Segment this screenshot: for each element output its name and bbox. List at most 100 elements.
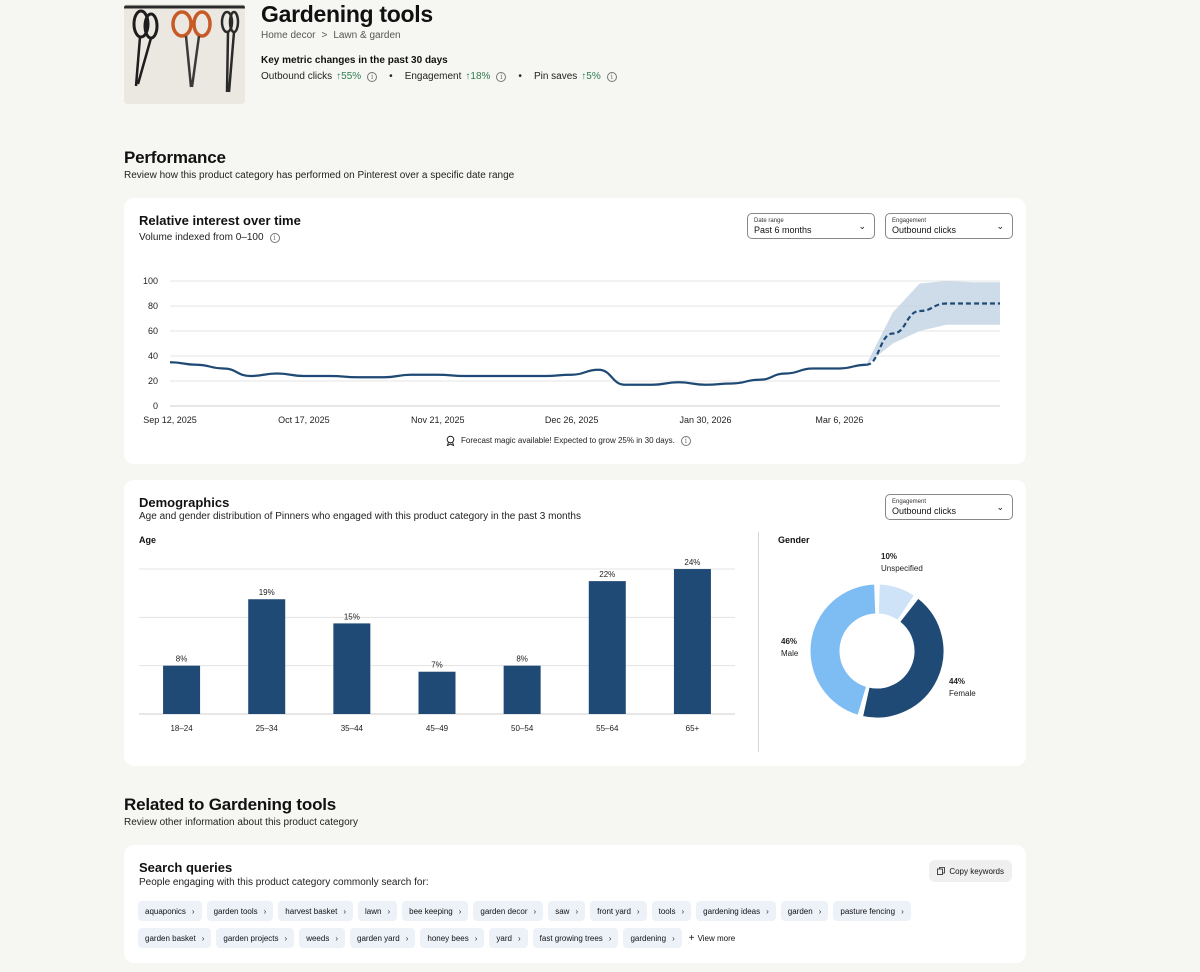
keyword-pill[interactable]: garden projects › (216, 928, 295, 948)
keyword-label: tools (658, 906, 676, 916)
y-tick-label: 100 (143, 276, 158, 286)
dropdown-label: Engagement (892, 218, 927, 224)
keyword-pill[interactable]: bee keeping › (402, 901, 469, 921)
keyword-pill[interactable]: aquaponics › (138, 901, 202, 921)
search-queries-subtitle: People engaging with this product catego… (139, 877, 429, 888)
bar (163, 665, 201, 714)
gender-donut-chart: 10% Unspecified 44% Female 46% Male (781, 552, 976, 719)
y-tick-label: 60 (148, 326, 158, 336)
search-queries-title: Search queries (139, 860, 233, 875)
copy-icon (937, 867, 946, 875)
keyword-pill[interactable]: gardening ideas › (696, 901, 776, 921)
chevron-right-icon: › (458, 906, 462, 916)
keyword-pill[interactable]: front yard › (590, 901, 647, 921)
x-tick-label: Dec 26, 2025 (545, 415, 599, 425)
keyword-label: lawn (365, 906, 382, 916)
copy-keywords-label: Copy keywords (949, 866, 1004, 876)
y-tick-label: 80 (148, 301, 158, 311)
view-more-button[interactable]: + View more (689, 933, 736, 944)
bullet-separator: • (389, 71, 393, 82)
metric-change: ↑18% (465, 71, 491, 82)
donut-slice (877, 583, 915, 621)
forecast-text: Forecast magic available! Expected to gr… (461, 436, 675, 445)
chevron-right-icon: › (636, 906, 640, 916)
chevron-right-icon: › (533, 906, 537, 916)
page-title: Gardening tools (261, 1, 433, 27)
keyword-pill[interactable]: lawn › (358, 901, 398, 921)
copy-keywords-button[interactable]: Copy keywords (929, 860, 1012, 882)
keyword-label: garden basket (145, 933, 196, 943)
keyword-row-1: aquaponics › garden tools › harvest basket › l… (138, 901, 916, 921)
metric-label: Outbound clicks (261, 71, 333, 82)
keyword-pill[interactable]: garden decor › (473, 901, 544, 921)
breadcrumb-separator: > (321, 30, 328, 41)
related-subtitle: Review other information about this prod… (124, 817, 359, 828)
bar-value-label: 15% (344, 612, 360, 621)
category-thumbnail (124, 4, 245, 104)
keyword-pill[interactable]: garden yard › (350, 928, 416, 948)
chevron-right-icon: › (901, 906, 904, 916)
interest-subtitle: Volume indexed from 0–100 (139, 232, 264, 243)
keyword-pill[interactable]: garden basket › (138, 928, 212, 948)
interest-title: Relative interest over time (139, 213, 301, 228)
demographics-subtitle: Age and gender distribution of Pinners w… (139, 511, 581, 522)
x-tick-label: Sep 12, 2025 (143, 415, 197, 425)
chevron-right-icon: › (818, 906, 822, 916)
keyword-label: garden decor (480, 906, 528, 916)
category-label: 65+ (686, 724, 700, 733)
bar (588, 581, 626, 714)
demographics-engagement-dropdown[interactable]: Engagement Outbound clicks ⌄ (885, 494, 1013, 520)
engagement-dropdown[interactable]: Engagement Outbound clicks ⌄ (885, 213, 1013, 239)
keyword-pill[interactable]: garden › (780, 901, 829, 921)
category-label: 25–34 (256, 724, 279, 733)
metric-outbound-clicks: Outbound clicks ↑55% i (261, 71, 378, 82)
keyword-label: garden projects (223, 933, 279, 943)
chevron-right-icon: › (608, 933, 612, 943)
keyword-pill[interactable]: gardening › (623, 928, 682, 948)
keyword-pill[interactable]: garden tools › (206, 901, 274, 921)
dropdown-label: Engagement (892, 499, 927, 505)
keyword-pill[interactable]: honey bees › (420, 928, 485, 948)
category-label: 45–49 (426, 724, 449, 733)
breadcrumb-lawn-garden[interactable]: Lawn & garden (333, 30, 401, 41)
bar-value-label: 22% (599, 570, 615, 579)
bar-value-label: 7% (431, 661, 443, 670)
metric-change: ↑5% (581, 71, 601, 82)
keyword-pill[interactable]: yard › (489, 928, 528, 948)
keyword-pill[interactable]: weeds › (299, 928, 345, 948)
keyword-label: garden yard (357, 933, 400, 943)
chevron-right-icon: › (191, 906, 195, 916)
chevron-right-icon: › (517, 933, 521, 943)
category-label: 18–24 (170, 724, 193, 733)
chevron-down-icon: ⌄ (996, 502, 1004, 512)
info-icon[interactable]: i (680, 435, 691, 446)
chevron-right-icon: › (575, 906, 579, 916)
keyword-label: fast growing trees (539, 933, 603, 943)
bar-value-label: 24% (684, 558, 700, 567)
bar-value-label: 19% (259, 588, 275, 597)
info-icon[interactable]: i (269, 232, 280, 243)
breadcrumb-home-decor[interactable]: Home decor (261, 30, 316, 41)
keyword-pill[interactable]: pasture fencing › (833, 901, 911, 921)
info-icon[interactable]: i (496, 71, 507, 82)
date-range-dropdown[interactable]: Date range Past 6 months ⌄ (747, 213, 875, 239)
chevron-right-icon: › (263, 906, 267, 916)
bar (333, 623, 371, 714)
breadcrumb: Home decor > Lawn & garden (261, 30, 407, 41)
metrics-row: Outbound clicks ↑55% i • Engagement ↑18%… (261, 71, 617, 82)
chevron-right-icon: › (201, 933, 205, 943)
keyword-pill[interactable]: harvest basket › (278, 901, 353, 921)
keyword-label: honey bees (427, 933, 469, 943)
category-label: 35–44 (341, 724, 364, 733)
keyword-pill[interactable]: tools › (651, 901, 692, 921)
keyword-label: bee keeping (409, 906, 453, 916)
info-icon[interactable]: i (367, 71, 378, 82)
keyword-row-2: garden basket › garden projects › weeds › gard… (138, 928, 735, 948)
info-icon[interactable]: i (606, 71, 617, 82)
x-tick-label: Jan 30, 2026 (679, 415, 731, 425)
keyword-pill[interactable]: saw › (548, 901, 586, 921)
y-tick-label: 0 (153, 401, 158, 411)
keyword-pill[interactable]: fast growing trees › (532, 928, 619, 948)
keyword-label: aquaponics (145, 906, 186, 916)
x-tick-label: Nov 21, 2025 (411, 415, 465, 425)
